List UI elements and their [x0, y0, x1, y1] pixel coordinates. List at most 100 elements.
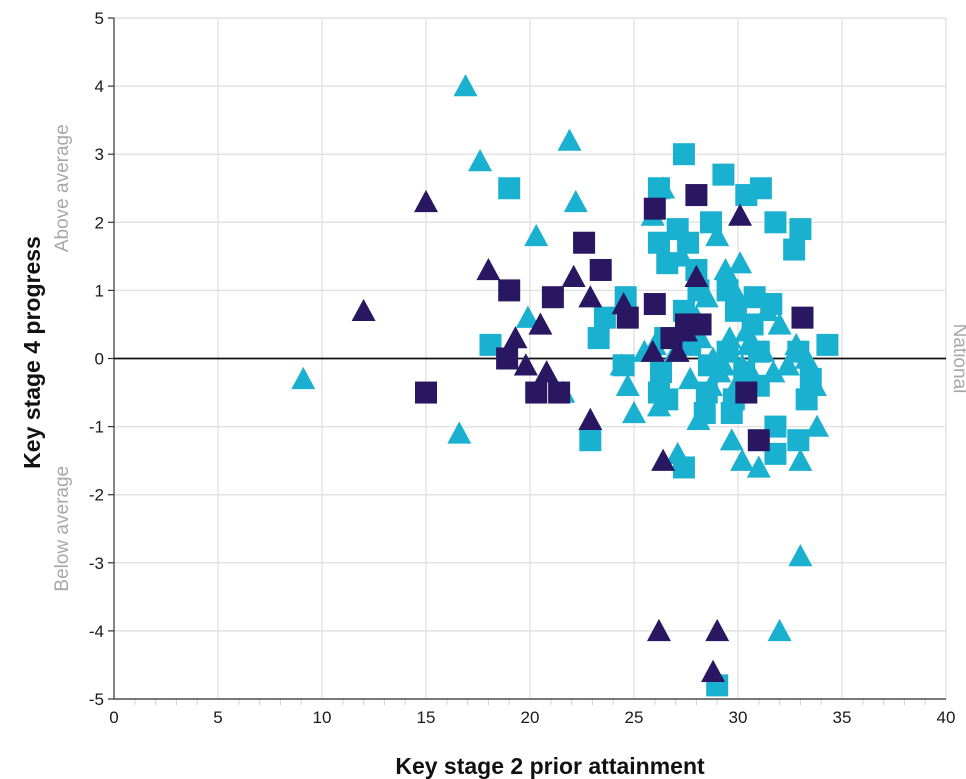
national-reference-label: National	[949, 324, 966, 394]
data-point-square	[760, 293, 783, 316]
data-point-square	[720, 401, 743, 424]
data-point-triangle	[767, 618, 792, 642]
data-point-triangle	[615, 373, 640, 396]
data-point-triangle	[291, 366, 316, 390]
x-tick-label: 10	[313, 708, 332, 727]
data-point-triangle	[665, 339, 690, 362]
data-point-square	[498, 177, 521, 200]
x-tick-label: 5	[213, 708, 222, 727]
y-tick-label: -5	[89, 690, 104, 709]
data-point-square	[747, 340, 770, 363]
below-average-label: Below average	[52, 466, 73, 592]
data-point-square	[647, 231, 670, 254]
data-point-square	[656, 388, 679, 411]
data-point-square	[548, 381, 571, 404]
data-point-square	[479, 333, 502, 356]
data-point-triangle	[528, 312, 553, 335]
data-point-triangle	[351, 298, 376, 322]
data-point-square	[743, 286, 766, 309]
data-point-triangle	[651, 448, 676, 471]
data-point-triangle	[468, 149, 493, 172]
data-point-square	[541, 286, 564, 309]
data-point-triangle	[646, 618, 671, 642]
data-point-square	[589, 258, 612, 281]
data-point-triangle	[513, 353, 538, 376]
data-point-square	[677, 231, 700, 254]
data-point-triangle	[705, 223, 730, 247]
data-point-square	[735, 381, 758, 404]
y-tick-label: 4	[95, 77, 104, 96]
data-point-square	[612, 354, 635, 377]
data-point-square	[685, 184, 708, 207]
data-point-triangle	[524, 223, 549, 247]
data-point-square	[496, 347, 519, 370]
x-tick-label: 15	[417, 708, 436, 727]
data-point-square	[693, 401, 716, 424]
labels: Key stage 2 prior attainment Key stage 4…	[19, 124, 966, 779]
y-tick-label: 2	[95, 213, 104, 232]
y-axis-title: Key stage 4 progress	[19, 236, 45, 469]
data-point-square	[643, 197, 666, 220]
x-tick-label: 40	[937, 708, 956, 727]
data-point-triangle	[503, 326, 528, 349]
y-tick-label: -3	[89, 554, 104, 573]
data-point-square	[587, 327, 610, 350]
data-point-triangle	[775, 353, 800, 376]
data-point-square	[787, 340, 810, 363]
x-tick-label: 25	[625, 708, 644, 727]
data-point-triangle	[561, 264, 586, 287]
data-point-triangle	[730, 448, 755, 471]
y-tick-label: 5	[95, 9, 104, 28]
x-tick-label: 30	[729, 708, 748, 727]
data-point-triangle	[788, 448, 813, 471]
data-point-square	[579, 429, 602, 452]
data-point-triangle	[476, 257, 501, 281]
data-point-square	[795, 388, 818, 411]
data-point-square	[573, 231, 596, 254]
data-point-triangle	[713, 257, 738, 281]
data-point-square	[593, 306, 616, 329]
data-point-square	[764, 415, 787, 438]
data-point-square	[643, 293, 666, 316]
data-point-square	[747, 429, 770, 452]
data-point-square	[789, 218, 812, 241]
data-point-triangle	[557, 128, 582, 151]
data-point-triangle	[515, 305, 540, 328]
data-point-square	[699, 211, 722, 234]
data-point-square	[656, 252, 679, 275]
data-point-square	[716, 279, 739, 302]
data-point-square	[672, 456, 695, 479]
data-point-triangle	[746, 455, 771, 478]
data-point-square	[525, 381, 548, 404]
data-point-triangle	[622, 400, 646, 424]
data-point-triangle	[578, 285, 603, 308]
data-point-triangle	[805, 414, 830, 437]
data-point-square	[689, 313, 712, 336]
data-point-triangle	[728, 203, 753, 226]
data-point-triangle	[414, 189, 438, 213]
data-point-triangle	[767, 312, 792, 335]
x-tick-label: 20	[521, 708, 540, 727]
data-point-square	[799, 367, 822, 390]
y-tick-label: 1	[95, 281, 104, 300]
y-tick-label: 0	[95, 350, 104, 369]
data-point-square	[791, 306, 814, 329]
data-point-triangle	[684, 264, 709, 287]
data-point-square	[672, 143, 695, 166]
data-point-square	[764, 211, 787, 234]
data-point-triangle	[788, 543, 813, 567]
data-point-square	[749, 177, 772, 200]
data-point-square	[764, 442, 787, 465]
data-point-triangle	[447, 421, 472, 444]
data-point-triangle	[563, 189, 588, 213]
data-point-triangle	[728, 251, 753, 274]
data-point-triangle	[578, 407, 603, 430]
data-point-square	[415, 381, 437, 404]
data-point-square	[783, 238, 806, 261]
data-point-square	[647, 177, 670, 200]
above-average-label: Above average	[52, 124, 73, 252]
data-point-triangle	[719, 428, 744, 451]
data-point-square	[724, 299, 747, 322]
